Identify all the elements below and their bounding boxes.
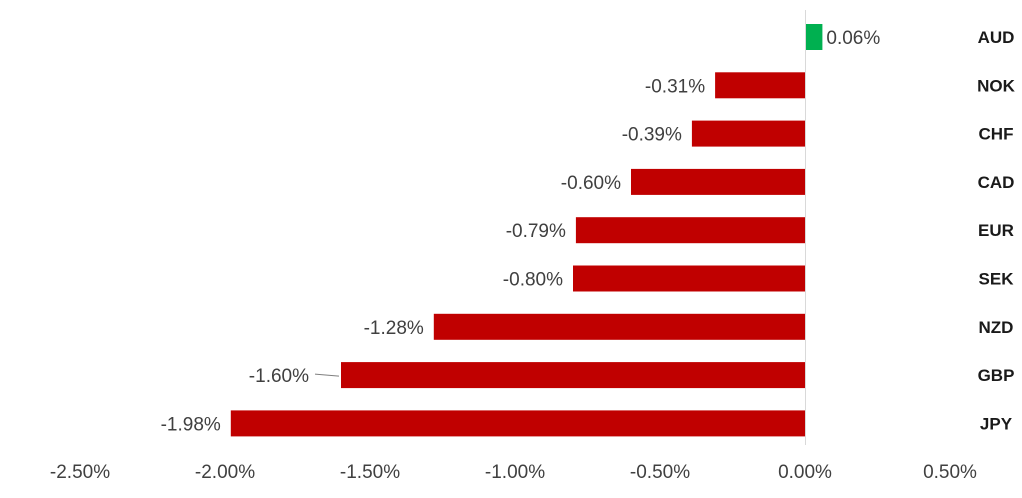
bar-gbp [341, 362, 805, 389]
category-label-eur: EUR [978, 221, 1014, 240]
leader-line-gbp [314, 373, 340, 377]
x-tick-label: -2.50% [50, 462, 110, 483]
category-label-chf: CHF [979, 125, 1014, 144]
bar-aud [805, 24, 823, 50]
category-label-nok: NOK [977, 76, 1016, 95]
category-label-nzd: NZD [979, 318, 1014, 337]
category-labels-layer: AUD NOK CHF CAD EUR SEK NZD GBP JPY [977, 28, 1016, 433]
x-tick-label: -1.00% [485, 462, 545, 483]
x-tick-label: 0.00% [778, 462, 832, 483]
x-tick-label: -1.50% [340, 462, 400, 483]
data-label-gbp: -1.60% [249, 366, 309, 387]
x-tick-label: -2.00% [195, 462, 255, 483]
bar-nzd [433, 313, 805, 340]
data-label-aud: 0.06% [826, 28, 880, 49]
category-label-gbp: GBP [978, 366, 1015, 385]
bar-nok [715, 72, 805, 99]
category-label-jpy: JPY [980, 414, 1013, 433]
data-label-eur: -0.79% [506, 221, 566, 242]
data-label-chf: -0.39% [622, 125, 682, 146]
category-label-sek: SEK [979, 270, 1015, 289]
data-label-sek: -0.80% [503, 270, 563, 291]
category-label-cad: CAD [978, 173, 1015, 192]
category-label-aud: AUD [978, 28, 1015, 47]
bar-sek [573, 265, 805, 292]
bars-layer [230, 24, 823, 437]
data-label-jpy: -1.98% [161, 414, 221, 435]
x-axis-tick-labels: -2.50% -2.00% -1.50% -1.00% -0.50% 0.00% 0.50% [50, 462, 977, 483]
x-tick-label: 0.50% [923, 462, 977, 483]
bar-jpy [230, 410, 806, 437]
bar-eur [575, 217, 805, 244]
bar-cad [631, 168, 805, 195]
data-label-nok: -0.31% [645, 76, 705, 97]
x-tick-label: -0.50% [630, 462, 690, 483]
bar-chf [691, 120, 805, 147]
data-label-cad: -0.60% [561, 173, 621, 194]
data-label-nzd: -1.28% [364, 318, 424, 339]
data-labels-layer: 0.06% -0.31% -0.39% -0.60% -0.79% -0.80% -1.28… [161, 28, 881, 435]
